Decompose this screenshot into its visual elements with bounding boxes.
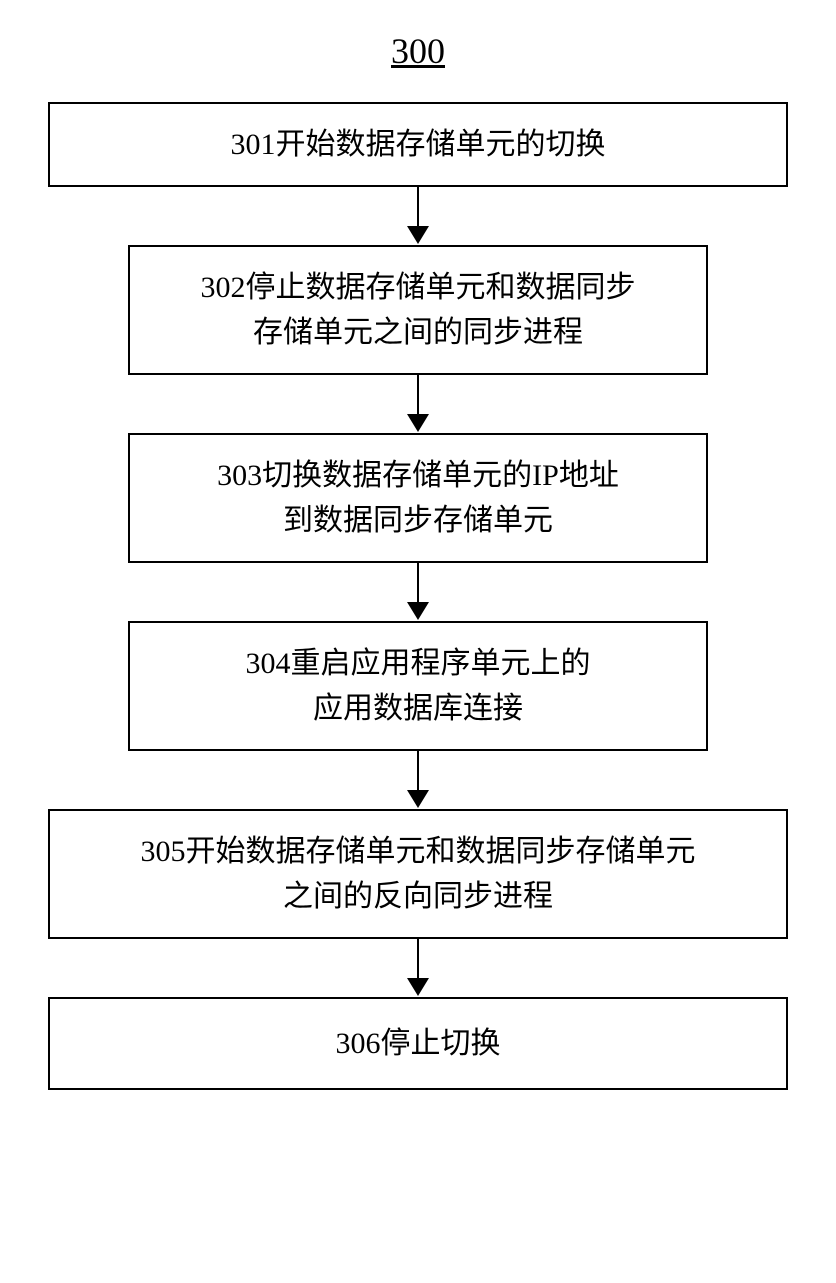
flow-step-301: 301开始数据存储单元的切换 [48, 102, 788, 187]
arrow-icon [407, 751, 429, 809]
diagram-title: 300 [391, 30, 445, 72]
arrow-icon [407, 375, 429, 433]
step-text: 302停止数据存储单元和数据同步 [201, 265, 636, 310]
step-text: 303切换数据存储单元的IP地址 [217, 453, 619, 498]
step-text: 存储单元之间的同步进程 [253, 310, 583, 355]
step-text: 301开始数据存储单元的切换 [231, 122, 606, 167]
step-text: 应用数据库连接 [313, 686, 523, 731]
flowchart-container: 300 301开始数据存储单元的切换 302停止数据存储单元和数据同步 存储单元… [0, 30, 836, 1090]
arrow-icon [407, 939, 429, 997]
step-text: 304重启应用程序单元上的 [246, 641, 591, 686]
step-text: 305开始数据存储单元和数据同步存储单元 [141, 829, 696, 874]
flow-step-304: 304重启应用程序单元上的 应用数据库连接 [128, 621, 708, 751]
flow-step-303: 303切换数据存储单元的IP地址 到数据同步存储单元 [128, 433, 708, 563]
flow-step-302: 302停止数据存储单元和数据同步 存储单元之间的同步进程 [128, 245, 708, 375]
flow-step-306: 306停止切换 [48, 997, 788, 1090]
step-text: 之间的反向同步进程 [283, 874, 553, 919]
arrow-icon [407, 187, 429, 245]
step-text: 到数据同步存储单元 [283, 498, 553, 543]
flow-step-305: 305开始数据存储单元和数据同步存储单元 之间的反向同步进程 [48, 809, 788, 939]
arrow-icon [407, 563, 429, 621]
step-text: 306停止切换 [336, 1021, 501, 1066]
